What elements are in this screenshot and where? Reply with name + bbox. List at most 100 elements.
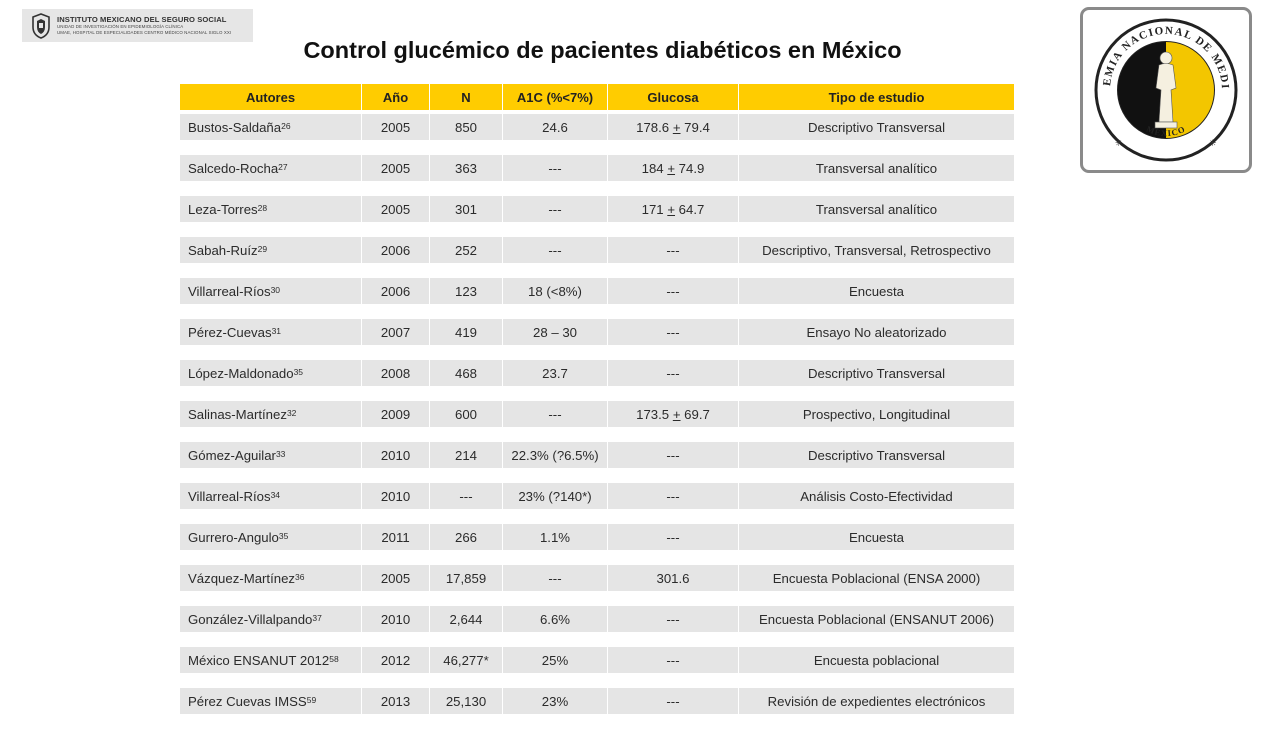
cell-tipo-estudio: Transversal analítico — [815, 201, 938, 217]
cell-autor: Pérez Cuevas IMSS 59 — [180, 688, 362, 714]
cell-a1c: --- — [503, 237, 608, 263]
table-row: López-Maldonado 35 2008 468 23.7 --- Descripti… — [180, 360, 1014, 386]
cell-autor: Pérez-Cuevas 31 — [180, 319, 362, 345]
cell-autor: México ENSANUT 2012 58 — [180, 647, 362, 673]
cell-autor: González-Villalpando 37 — [180, 606, 362, 632]
cell-ano: 2007 — [362, 319, 430, 345]
table-row: Vázquez-Martínez 36 2005 17,859 --- 301.6 Encu… — [180, 565, 1014, 591]
cell-n: 301 — [430, 196, 503, 222]
glucosa-plus-minus: + — [667, 160, 676, 176]
glucosa-mean: --- — [666, 488, 680, 504]
glucosa-plus-minus: + — [672, 119, 681, 135]
table-row: Bustos-Saldaña 26 2005 850 24.6 178.6 + 79.4 D… — [180, 114, 1014, 140]
cell-a1c: 24.6 — [503, 114, 608, 140]
glucosa-mean: 173.5 — [636, 406, 673, 422]
cell-glucosa: 171 + 64.7 — [608, 196, 739, 222]
cell-ano: 2005 — [362, 196, 430, 222]
cell-glucosa: --- — [608, 442, 739, 468]
glucosa-mean: --- — [666, 283, 680, 299]
cell-ano: 2005 — [362, 565, 430, 591]
cell-glucosa: --- — [608, 360, 739, 386]
autor-name: Salcedo-Rocha — [188, 160, 279, 176]
cell-a1c: 1.1% — [503, 524, 608, 550]
cell-a1c: 28 – 30 — [503, 319, 608, 345]
cell-glucosa: --- — [608, 524, 739, 550]
seal-bottom-text: MÉXICO — [1145, 124, 1186, 138]
cell-glucosa: 178.6 + 79.4 — [608, 114, 739, 140]
autor-name: Villarreal-Ríos — [188, 283, 271, 299]
imss-eagle-icon — [30, 12, 52, 39]
header-ano: Año — [362, 84, 430, 110]
cell-ano: 2008 — [362, 360, 430, 386]
glucosa-plus-minus: + — [667, 201, 676, 217]
cell-tipo-estudio: Ensayo No aleatorizado — [806, 324, 947, 340]
cell-a1c: --- — [503, 565, 608, 591]
imss-logo-line1: INSTITUTO MEXICANO DEL SEGURO SOCIAL — [57, 14, 227, 24]
header-glucosa: Glucosa — [608, 84, 739, 110]
cell-autor: Salcedo-Rocha 27 — [180, 155, 362, 181]
cell-a1c: 25% — [503, 647, 608, 673]
table-row: Salcedo-Rocha 27 2005 363 --- 184 + 74.9 Trans… — [180, 155, 1014, 181]
glucosa-mean: --- — [666, 652, 680, 668]
cell-n: 266 — [430, 524, 503, 550]
table-body: Bustos-Saldaña 26 2005 850 24.6 178.6 + 79.4 D… — [180, 114, 1014, 714]
cell-autor: López-Maldonado 35 — [180, 360, 362, 386]
cell-glucosa: --- — [608, 278, 739, 304]
table-row: Pérez-Cuevas 31 2007 419 28 – 30 --- Ensayo No… — [180, 319, 1014, 345]
cell-a1c: 6.6% — [503, 606, 608, 632]
autor-name: Vázquez-Martínez — [188, 570, 296, 586]
cell-glucosa: 184 + 74.9 — [608, 155, 739, 181]
cell-glucosa: --- — [608, 237, 739, 263]
cell-autor: Salinas-Martínez 32 — [180, 401, 362, 427]
cell-n: 850 — [430, 114, 503, 140]
glucosa-mean: --- — [666, 242, 680, 258]
cell-autor: Gómez-Aguilar 33 — [180, 442, 362, 468]
cell-tipo-estudio: Análisis Costo-Efectividad — [800, 488, 953, 504]
cell-n: 419 — [430, 319, 503, 345]
cell-n: 17,859 — [430, 565, 503, 591]
table-row: Villarreal-Ríos 34 2010 --- 23% (?140*) --- An… — [180, 483, 1014, 509]
table-header-row: Autores Año N A1C (%<7%) Glucosa Tipo de… — [180, 84, 1014, 110]
cell-a1c: 22.3% (?6.5%) — [503, 442, 608, 468]
header-tipo-estudio: Tipo de estudio — [828, 89, 925, 105]
autor-name: Leza-Torres — [188, 201, 258, 217]
svg-text:MÉXICO: MÉXICO — [1145, 124, 1187, 138]
cell-autor: Villarreal-Ríos 34 — [180, 483, 362, 509]
cell-tipo-estudio: Prospectivo, Longitudinal — [802, 406, 951, 422]
cell-a1c: 23% — [503, 688, 608, 714]
cell-glucosa: --- — [608, 319, 739, 345]
cell-glucosa: --- — [608, 606, 739, 632]
academia-seal: ACADEMIA NACIONAL DE MEDICINA MÉXICO ✳ ✳ — [1080, 7, 1252, 173]
cell-a1c: --- — [503, 196, 608, 222]
statue-figure — [1154, 51, 1178, 129]
cell-ano: 2006 — [362, 237, 430, 263]
slide-title: Control glucémico de pacientes diabético… — [303, 37, 902, 63]
imss-logo-line3: UMAE, HOSPITAL DE ESPECIALIDADES CENTRO … — [57, 29, 232, 35]
table-row: Leza-Torres 28 2005 301 --- 171 + 64.7 Transve… — [180, 196, 1014, 222]
cell-ano: 2005 — [362, 114, 430, 140]
glucosa-mean: 301.6 — [656, 570, 690, 586]
cell-autor: Bustos-Saldaña 26 — [180, 114, 362, 140]
header-n: N — [430, 84, 503, 110]
cell-glucosa: 173.5 + 69.7 — [608, 401, 739, 427]
cell-tipo-estudio: Encuesta poblacional — [813, 652, 940, 668]
table-row: Gurrero-Angulo 35 2011 266 1.1% --- Encuesta — [180, 524, 1014, 550]
glucosa-mean: --- — [666, 693, 680, 709]
table-row: Villarreal-Ríos 30 2006 123 18 (<8%) --- Encue… — [180, 278, 1014, 304]
cell-ano: 2009 — [362, 401, 430, 427]
cell-tipo-estudio: Transversal analítico — [815, 160, 938, 176]
autor-name: México ENSANUT 2012 — [188, 652, 330, 668]
autor-name: Bustos-Saldaña — [188, 119, 282, 135]
cell-tipo-estudio: Encuesta — [849, 283, 904, 299]
table-row: Pérez Cuevas IMSS 59 2013 25,130 23% --- Revis… — [180, 688, 1014, 714]
cell-ano: 2010 — [362, 442, 430, 468]
glucosa-mean: --- — [666, 611, 680, 627]
cell-n: 123 — [430, 278, 503, 304]
table-row: México ENSANUT 2012 58 2012 46,277* 25% --- En… — [180, 647, 1014, 673]
glucosa-mean: 171 — [641, 201, 668, 217]
cell-n: 468 — [430, 360, 503, 386]
glucosa-mean: 184 — [641, 160, 668, 176]
autor-name: González-Villalpando — [188, 611, 313, 627]
cell-ano: 2012 — [362, 647, 430, 673]
cell-tipo-estudio: Descriptivo Transversal — [807, 365, 946, 381]
